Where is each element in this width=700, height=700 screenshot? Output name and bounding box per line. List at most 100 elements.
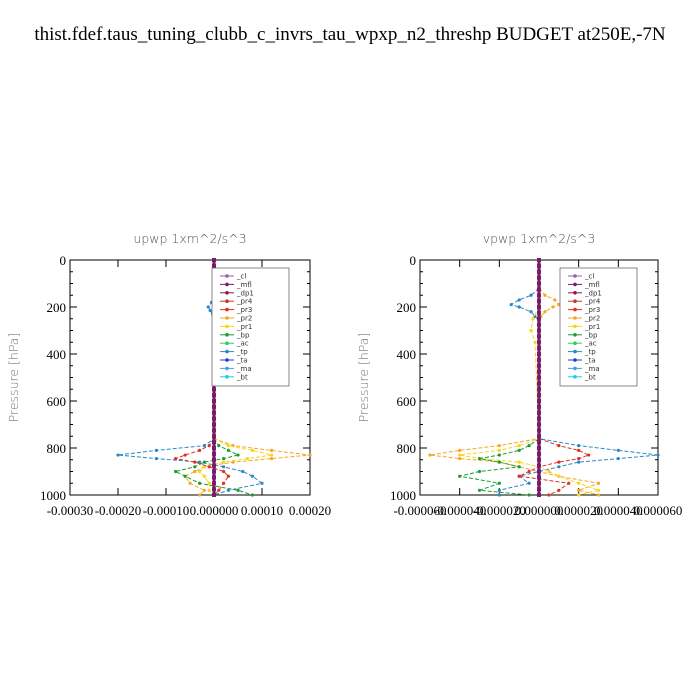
legend-label: _pr1: [584, 323, 600, 331]
legend-label: _bt: [236, 373, 248, 381]
chart-panel-2: vpwp 1xm^2/s^3 Pressure [hPa] 0 200 400 600 80…: [356, 231, 682, 518]
series-point-bp: [193, 465, 197, 469]
legend-marker: [573, 291, 577, 295]
series-point-pr2: [270, 448, 274, 452]
series-point-pr3: [577, 456, 581, 461]
series-point-tp: [202, 444, 206, 448]
series-point-bp: [477, 469, 482, 474]
legend-box: [211, 267, 290, 387]
y-tick-label: 400: [47, 347, 67, 362]
legend-marker: [573, 358, 577, 362]
zero-line-marker: [537, 451, 541, 456]
zero-line-marker: [537, 357, 541, 362]
y-tick-label: 600: [47, 394, 67, 409]
series-point-tp: [517, 298, 521, 302]
zero-line-marker: [537, 410, 541, 415]
legend-label: _ac: [584, 340, 597, 348]
series-point-tp: [497, 493, 501, 497]
legend-box: [559, 267, 638, 387]
zero-line-marker: [537, 275, 541, 280]
zero-line-marker: [212, 258, 216, 262]
zero-line-marker: [537, 404, 541, 409]
zero-line-marker: [212, 387, 216, 392]
zero-line-marker: [537, 334, 541, 339]
series-line-tp: [498, 287, 659, 495]
zero-line-marker: [537, 328, 541, 333]
zero-line-marker: [537, 416, 541, 421]
legend: _cl_mfl_dp1_pr4_pr3_pr2_pr1_bp_ac_tp_ta_…: [559, 267, 638, 387]
y-tick-label: 400: [397, 347, 417, 362]
series-point-bp: [174, 469, 178, 474]
series-point-bp: [497, 460, 501, 464]
series-point-pr1: [529, 328, 533, 333]
series-point-tp: [577, 460, 581, 464]
series-point-bp: [497, 453, 501, 457]
series-line-tp: [117, 295, 264, 496]
zero-line-marker: [537, 281, 541, 286]
series-point-pr2: [202, 488, 206, 492]
zero-line-marker: [537, 422, 541, 427]
y-tick-label: 800: [397, 441, 417, 456]
series-line-pr1: [459, 306, 601, 496]
series-point-pr3: [586, 453, 591, 457]
series-point-bp: [497, 481, 501, 485]
series-point-pr3: [174, 456, 178, 461]
series-point-pr2: [553, 298, 557, 302]
series-point-pr1: [577, 493, 581, 497]
series-point-pr1: [497, 448, 501, 452]
legend-marker: [573, 307, 577, 312]
y-tick-label: 0: [60, 253, 67, 268]
zero-line-marker: [537, 463, 541, 468]
series-point-tp: [529, 293, 533, 297]
series-point-tp: [222, 465, 226, 469]
y-axis-label: Pressure [hPa]: [356, 333, 371, 423]
series-point-pr2: [270, 456, 274, 461]
zero-line-marker: [537, 258, 541, 262]
series-point-pr2: [551, 305, 555, 309]
zero-line-marker: [212, 440, 216, 445]
series-point-pr3: [547, 493, 551, 497]
legend-label: _mfl: [584, 281, 600, 289]
legend-marker: [573, 366, 577, 371]
series-point-pr3: [207, 444, 211, 448]
series-point-tp: [154, 448, 158, 452]
series-point-pr3: [193, 460, 197, 464]
series-point-pr2: [308, 453, 312, 457]
legend-label: _dp1: [236, 289, 254, 297]
series-point-pr3: [222, 469, 226, 474]
legend-label: _pr4: [236, 298, 253, 306]
series-point-pr1: [547, 469, 551, 474]
zero-line-marker: [212, 434, 216, 439]
series-line-bp: [459, 438, 540, 496]
zero-line-marker: [212, 263, 216, 268]
y-tick-label: 1000: [390, 488, 416, 503]
series-point-pr3: [577, 448, 581, 452]
series-point-pr3: [557, 460, 561, 464]
series-point-bp: [202, 460, 206, 464]
series-point-pr3: [527, 469, 531, 474]
series-point-bp: [183, 474, 187, 478]
legend-marker: [225, 366, 229, 371]
legend-marker: [225, 316, 229, 320]
series-point-pr1: [517, 444, 521, 448]
legend-label: _pr4: [584, 298, 601, 306]
zero-line-marker: [212, 481, 216, 486]
series-point-pr1: [207, 488, 211, 492]
series-point-pr1: [207, 481, 211, 485]
series-point-pr3: [226, 474, 230, 478]
x-tick-label: 0.000000: [515, 503, 564, 518]
zero-line-marker: [537, 440, 541, 445]
y-tick-label: 200: [397, 300, 417, 315]
series-point-pr2: [458, 456, 462, 461]
legend-label: _ta: [584, 357, 596, 365]
zero-line-marker: [212, 410, 216, 415]
series-point-tp: [517, 305, 521, 309]
legend-label: _ma: [236, 365, 252, 373]
zero-line-marker: [212, 475, 216, 480]
series-point-pr1: [458, 453, 462, 457]
series-point-pr3: [567, 481, 571, 485]
series-point-pr3: [557, 488, 561, 492]
series-point-pr3: [517, 474, 521, 478]
series-point-pr1: [577, 481, 581, 485]
